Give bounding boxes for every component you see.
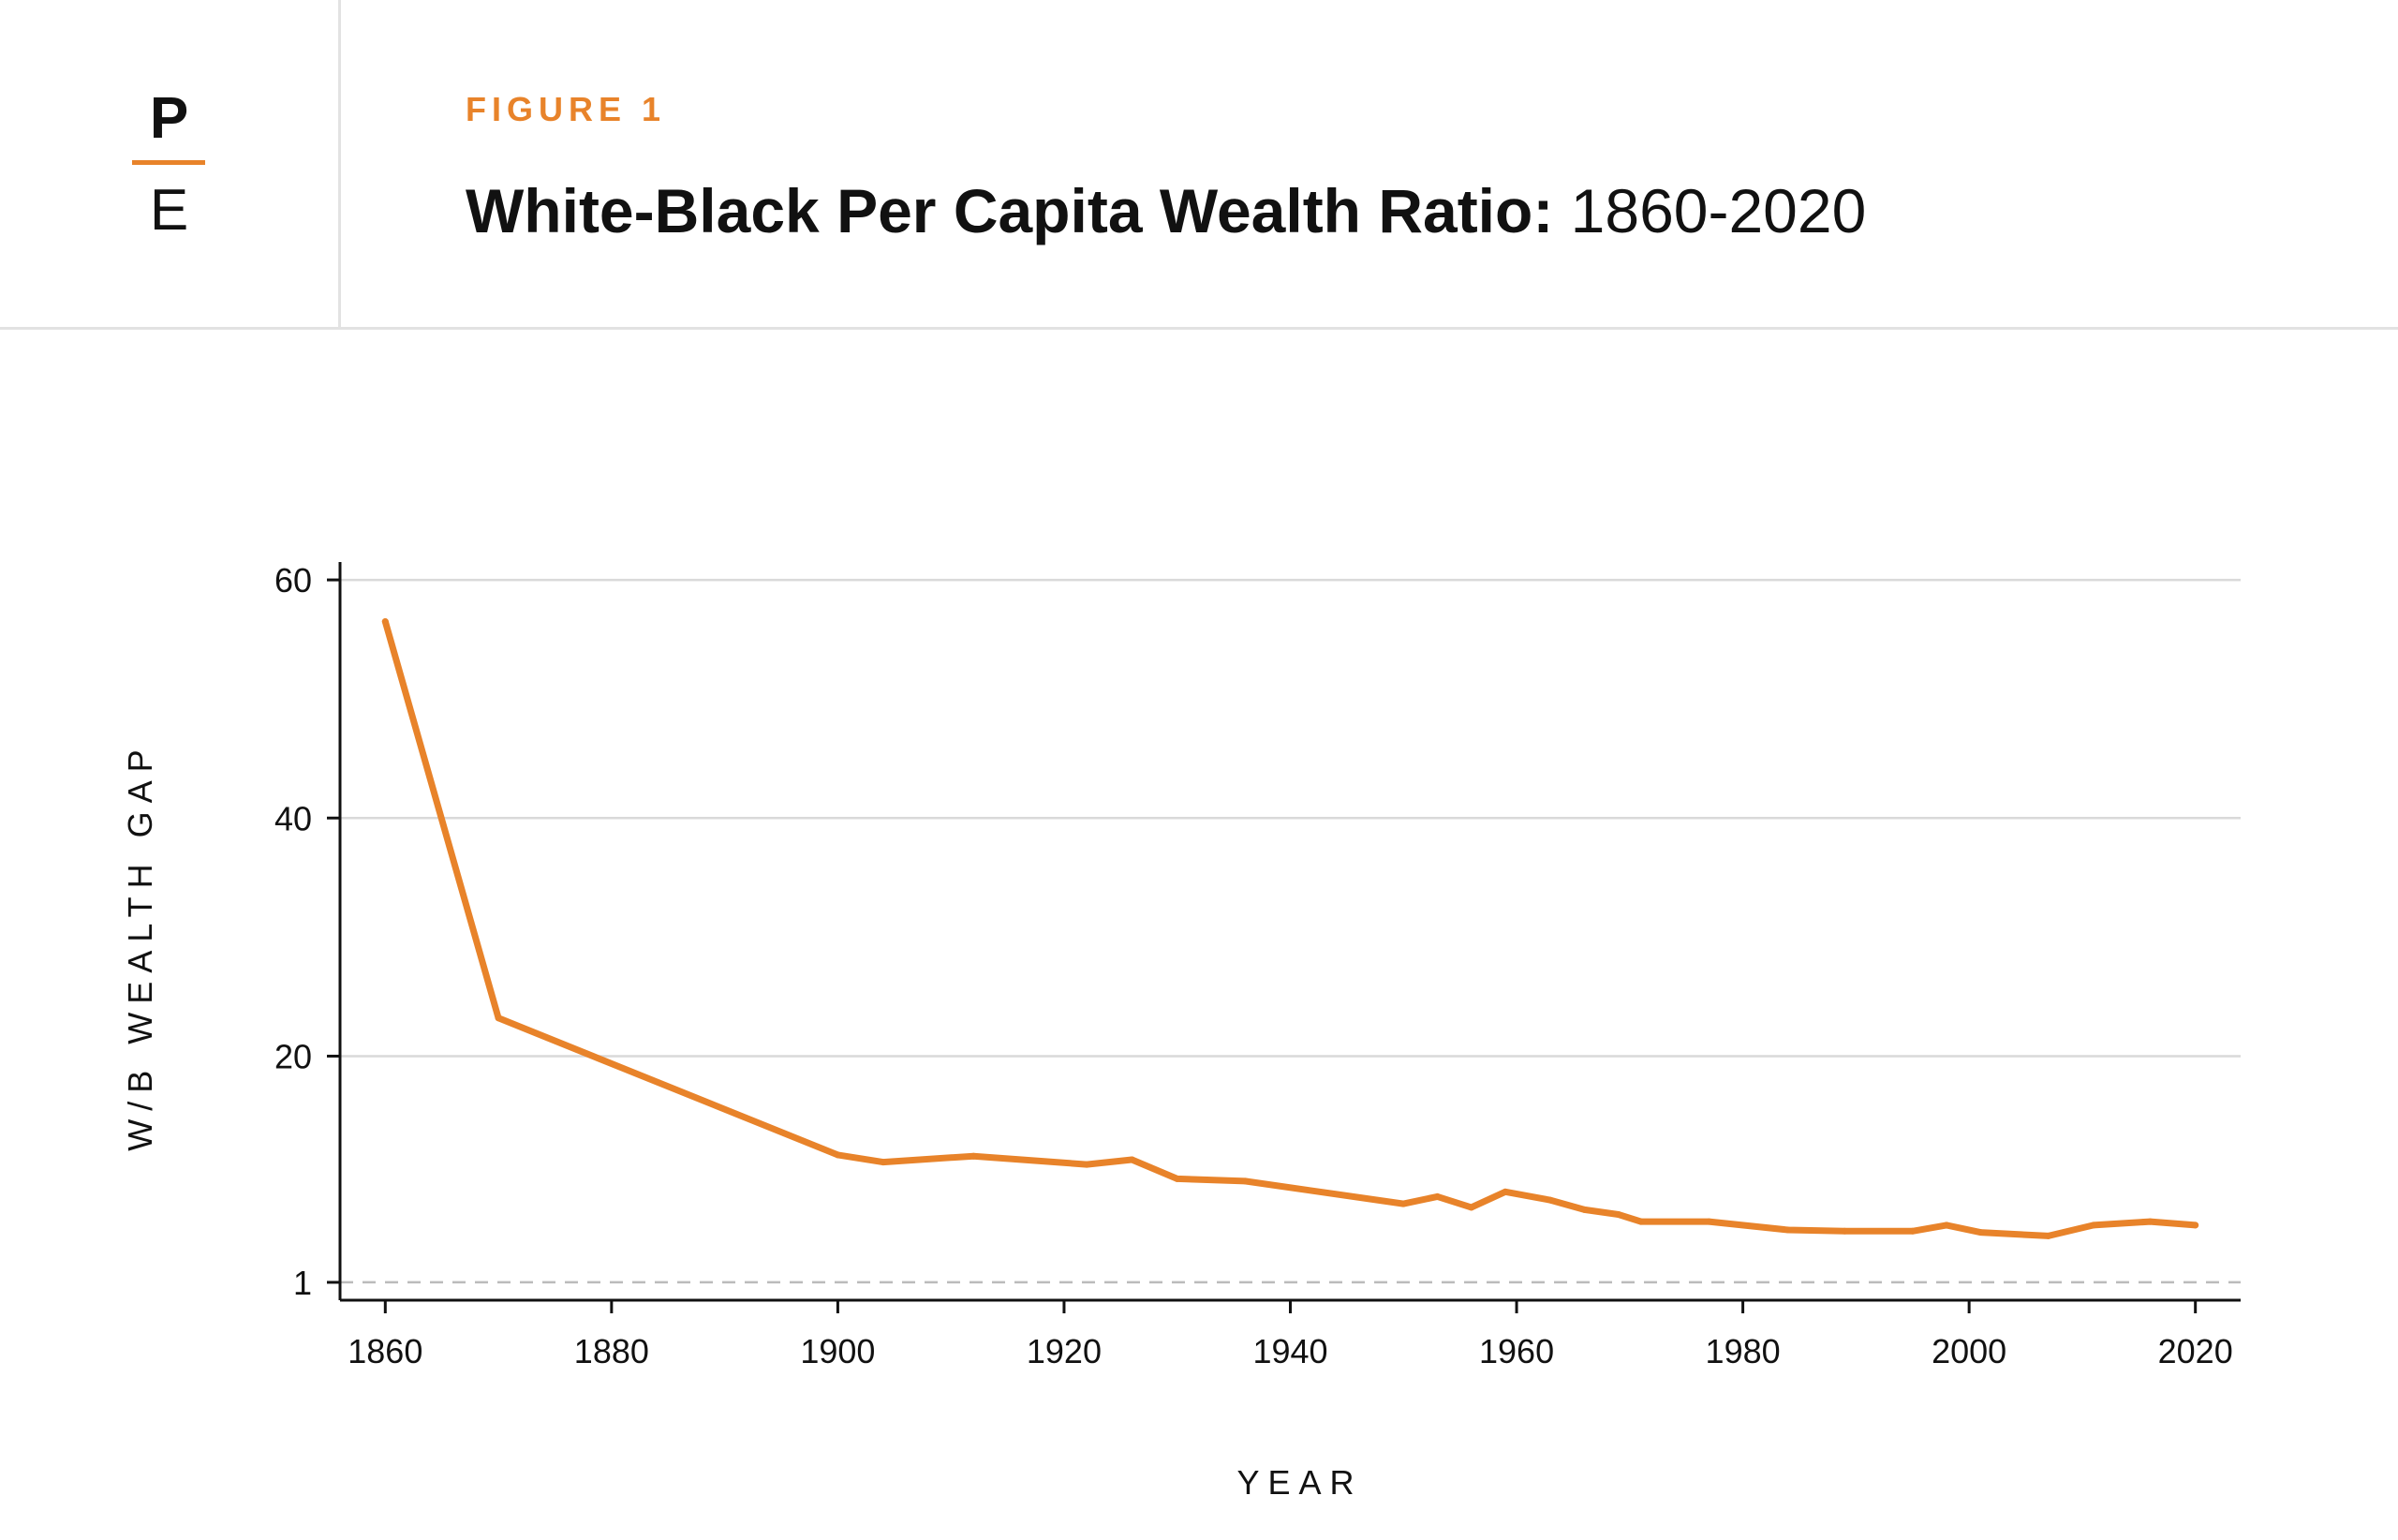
logo-column: P E (0, 0, 341, 327)
axes (327, 562, 2241, 1313)
data-point (880, 1159, 887, 1166)
x-tick-label: 1880 (574, 1332, 649, 1370)
data-point (2192, 1222, 2199, 1229)
data-point (1615, 1210, 1622, 1218)
grid-lines (340, 578, 2241, 1284)
data-point (1637, 1218, 1645, 1225)
data-point (1502, 1188, 1509, 1195)
x-tick-label: 1940 (1252, 1332, 1327, 1370)
data-point (1468, 1204, 1475, 1211)
x-tick-label: 2020 (2158, 1332, 2233, 1370)
data-point (1909, 1227, 1917, 1235)
data-point (1784, 1226, 1792, 1234)
figure-label: FIGURE 1 (466, 90, 667, 128)
logo-bottom-letter: E (149, 178, 189, 243)
data-point (2090, 1222, 2097, 1229)
x-tick-label: 1960 (1479, 1332, 1554, 1370)
data-point (1841, 1227, 1848, 1235)
y-tick-label: 60 (274, 561, 312, 600)
x-tick-label: 2000 (1932, 1332, 2006, 1370)
x-tick-label: 1860 (348, 1332, 422, 1370)
data-point (1241, 1177, 1249, 1185)
data-point (1128, 1156, 1135, 1163)
data-point (2045, 1232, 2052, 1239)
data-point (1547, 1196, 1554, 1204)
data-point (1705, 1218, 1712, 1225)
x-tick-label: 1900 (800, 1332, 875, 1370)
y-tick-label: 40 (274, 799, 312, 837)
data-point (834, 1151, 841, 1159)
data-point (495, 1014, 502, 1022)
data-point (2146, 1218, 2154, 1225)
logo-divider (132, 160, 205, 165)
x-tick-label: 1920 (1027, 1332, 1102, 1370)
data-point (1581, 1206, 1589, 1213)
data-point (1976, 1229, 1984, 1236)
y-axis-title: W/B WEALTH GAP (121, 741, 159, 1150)
data-point (1174, 1175, 1181, 1182)
x-axis-title: YEAR (1236, 1463, 1362, 1502)
figure-title: White-Black Per Capita Wealth Ratio: 186… (466, 169, 1866, 253)
tick-labels: 1 20 40 60 1860 1880 1900 1920 1940 1960 1980 2000 2… (274, 561, 2233, 1370)
figure-title-bold: White-Black Per Capita Wealth Ratio: (466, 176, 1554, 245)
data-point (970, 1152, 977, 1160)
y-tick-label: 20 (274, 1037, 312, 1075)
data-point (1434, 1192, 1442, 1200)
figure-title-years: 1860-2020 (1570, 176, 1867, 245)
figure-header: P E FIGURE 1 White-Black Per Capita Weal… (0, 0, 2398, 330)
x-tick-label: 1980 (1706, 1332, 1781, 1370)
data-point (381, 618, 389, 626)
logo-top-letter: P (149, 86, 189, 151)
data-point (1943, 1222, 1950, 1229)
series-line-0 (381, 618, 2199, 1239)
y-tick-label: 1 (293, 1264, 312, 1302)
data-point (1083, 1161, 1090, 1168)
data-point (1399, 1200, 1407, 1207)
series-layer (381, 618, 2199, 1239)
